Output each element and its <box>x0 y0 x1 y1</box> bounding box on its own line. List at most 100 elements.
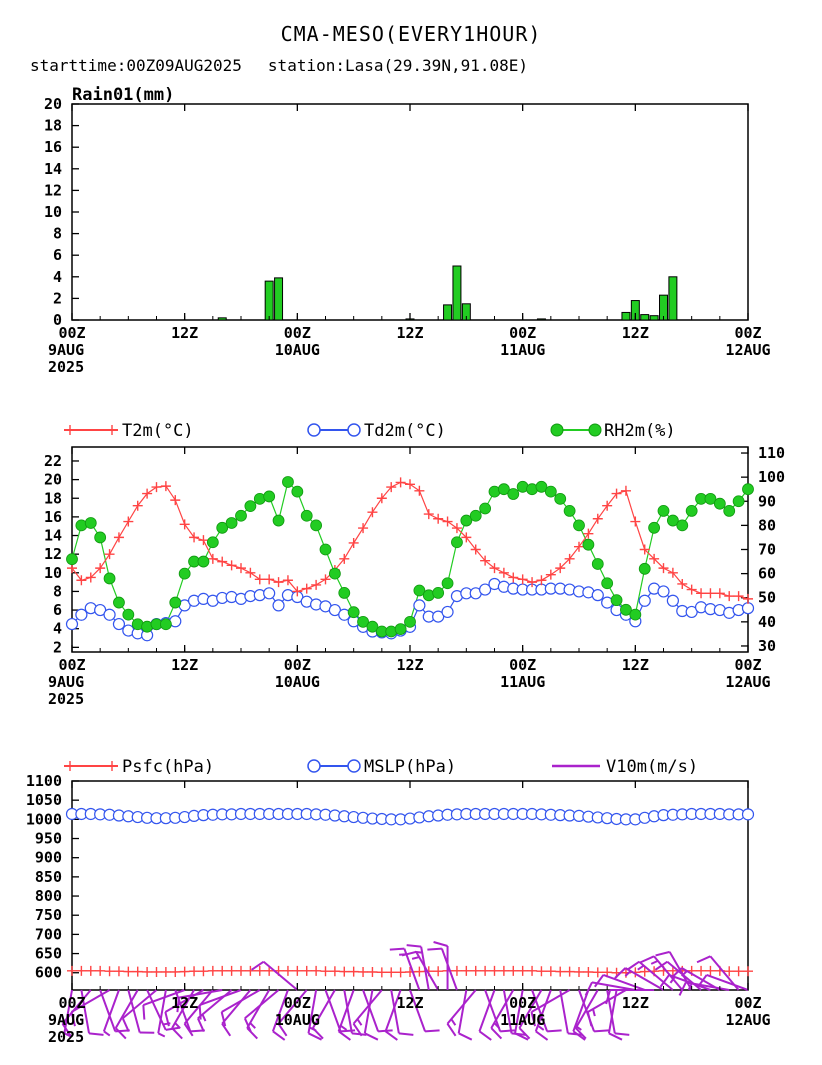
t2m-point <box>433 513 444 524</box>
t2m-point <box>630 516 641 527</box>
wind-barb <box>277 989 308 1037</box>
legend-td2m-marker <box>347 423 361 437</box>
wind-barb-feather <box>424 1029 440 1033</box>
wind-barb-staff <box>277 989 308 1025</box>
t2m-point <box>658 563 669 574</box>
wind-barb <box>433 941 449 990</box>
rh2m-point <box>620 603 632 616</box>
y-tick-label: 0 <box>53 311 62 329</box>
wind-barb-staff <box>490 989 515 1029</box>
wind-barb <box>127 989 155 1034</box>
y-right-tick-label: 80 <box>758 516 776 534</box>
rh2m-point <box>432 587 445 599</box>
t2m-point <box>696 588 707 599</box>
wind-barb <box>446 989 477 1037</box>
psfc-point <box>339 966 350 977</box>
wind-barb-feather <box>220 1011 227 1027</box>
wind-barb-staff <box>518 989 543 1029</box>
x-tick-label: 11AUG <box>500 341 545 359</box>
psfc-point <box>433 966 444 977</box>
wind-barb-feather <box>196 1017 205 1032</box>
wind-barb-staff <box>183 989 214 1025</box>
psfc-point <box>104 966 115 977</box>
t2m-point <box>677 578 688 589</box>
t2m-point <box>686 584 697 595</box>
wind-barb-staff <box>440 948 458 991</box>
x-tick-label: 12Z <box>171 324 198 342</box>
wind-barb-feather <box>251 960 265 971</box>
y-tick-label: 600 <box>35 964 62 982</box>
y-tick-label: 4 <box>53 620 62 638</box>
rain-bar <box>668 276 678 321</box>
wind-barb-feather <box>338 1030 351 1041</box>
rh2m-point <box>263 490 276 503</box>
legend-t2m-marker <box>65 425 75 435</box>
y-tick-label: 6 <box>53 246 62 264</box>
rh2m-point <box>404 615 416 628</box>
psfc-point <box>536 966 547 977</box>
t2m-point <box>104 549 115 560</box>
wind-barb-half-feather <box>340 1024 348 1031</box>
wind-barb <box>246 989 271 1040</box>
wind-barb <box>102 989 120 1037</box>
t2m-point <box>423 509 434 520</box>
psfc-point <box>508 965 519 976</box>
t2m-point <box>339 553 350 564</box>
x-tick-label: 00Z <box>734 994 761 1012</box>
y-tick-label: 12 <box>44 545 62 563</box>
wind-barb-staff <box>653 955 684 991</box>
y-tick-label: 2 <box>53 638 62 656</box>
wind-barb-half-feather <box>592 1008 596 1017</box>
wind-barb-staff <box>531 989 571 1013</box>
x-tick-label: 12Z <box>622 324 649 342</box>
rh2m-point <box>282 476 294 488</box>
td2m-point <box>741 602 755 615</box>
td2m-point <box>103 608 116 621</box>
psfc-point <box>470 965 481 976</box>
td2m-point <box>272 599 285 612</box>
y-tick-label: 12 <box>44 181 62 199</box>
psfc-point <box>329 966 340 977</box>
rh2m-point <box>178 567 191 580</box>
wind-barb-feather <box>88 1032 104 1036</box>
y-tick-label: 20 <box>44 471 62 489</box>
wind-barb-staff <box>61 989 92 1025</box>
x-tick-label: 11AUG <box>500 1011 545 1029</box>
temperature-humidity-panel: T2m(°C) Td2m(°C) RH2m(%) 246810121416182022… <box>44 421 785 708</box>
psfc-point <box>95 965 106 976</box>
psfc-point <box>311 965 322 976</box>
wind-barb-half-feather <box>680 970 688 977</box>
rh2m-point <box>732 495 745 508</box>
psfc-point <box>170 966 181 977</box>
rh2m-point <box>122 608 135 621</box>
rh2m-point <box>497 483 510 496</box>
x-tick-label: 00Z <box>734 656 761 674</box>
t2m-point <box>564 553 575 564</box>
x-tick-label: 2025 <box>48 1028 84 1046</box>
wind-barb-feather <box>458 1032 473 1041</box>
t2m-point <box>358 523 369 534</box>
x-tick-label: 00Z <box>284 994 311 1012</box>
rh2m-point <box>610 594 623 607</box>
wind-barb-staff <box>70 989 111 1013</box>
wind-barb-staff <box>127 989 141 1033</box>
wind-barb-feather <box>433 941 448 947</box>
psfc-point <box>113 966 124 977</box>
wind-barb-feather <box>142 1004 146 1020</box>
x-tick-label: 00Z <box>284 656 311 674</box>
wind-barb-feather <box>584 981 593 996</box>
wind-barb-staff <box>312 989 336 1029</box>
wind-barb-feather <box>594 974 605 988</box>
t2m-point <box>527 577 538 588</box>
psfc-point <box>696 965 707 976</box>
rh2m-point <box>582 538 595 551</box>
wind-barb-feather <box>246 1027 259 1040</box>
wind-barb <box>142 989 186 1020</box>
wind-barb-feather <box>183 1023 194 1037</box>
wind-barb-staff <box>514 989 524 1034</box>
psfc-point <box>480 965 491 976</box>
t2m-point <box>282 575 293 586</box>
rh2m-point <box>94 531 107 544</box>
psfc-point <box>545 966 556 977</box>
wind-barb-feather <box>384 1030 398 1041</box>
